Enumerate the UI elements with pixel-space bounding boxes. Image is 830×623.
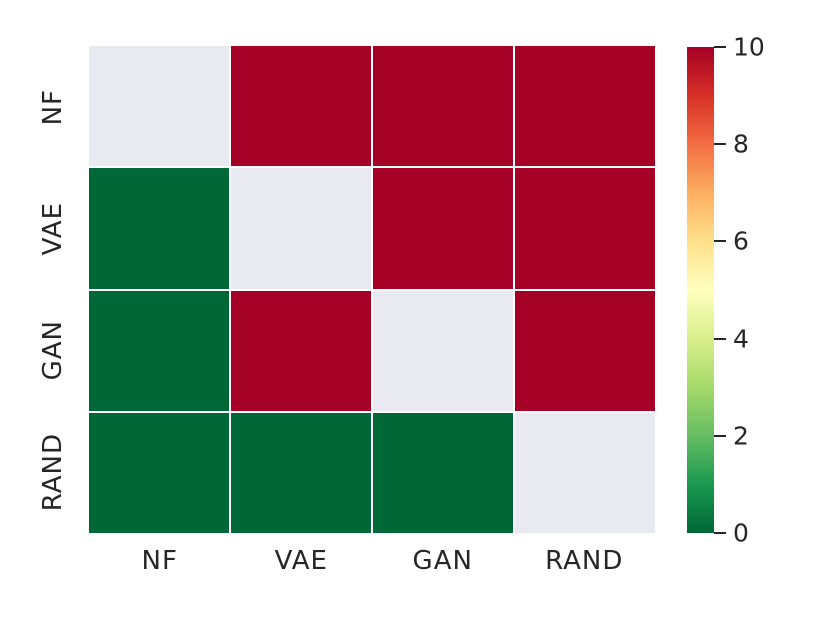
colorbar-tick-label-10: 10	[733, 32, 765, 62]
heatmap-cell-NF-GAN	[373, 46, 513, 167]
y-tick-label-NF: NF	[24, 46, 82, 168]
heatmap-cell-RAND-GAN	[373, 412, 513, 533]
colorbar-tick-label-6: 6	[733, 226, 749, 256]
x-tick-label-VAE: VAE	[274, 546, 328, 576]
heatmap-cell-RAND-NF	[89, 412, 229, 533]
y-tick-label-text: GAN	[38, 320, 68, 381]
heatmap-cell-NF-NF	[89, 46, 229, 167]
heatmap-cell-GAN-NF	[89, 290, 229, 411]
y-tick-label-text: NF	[38, 88, 68, 126]
colorbar-tick-label-2: 2	[733, 421, 749, 451]
colorbar-tick-mark	[714, 434, 726, 437]
heatmap-cell-VAE-NF	[89, 168, 229, 289]
y-tick-label-GAN: GAN	[24, 290, 82, 412]
colorbar-tick-mark	[714, 240, 726, 243]
colorbar: 0 2 4 6 8 10	[687, 35, 765, 546]
y-tick-label-text: VAE	[38, 201, 68, 256]
heatmap-cell-GAN-VAE	[231, 290, 371, 411]
colorbar-tick-mark	[714, 337, 726, 340]
colorbar-tick-mark	[714, 143, 726, 146]
heatmap-cell-NF-VAE	[231, 46, 371, 167]
x-tick-label-NF: NF	[141, 546, 178, 576]
heatmap-cell-RAND-RAND	[515, 412, 655, 533]
y-axis-tick-labels: NF VAE GAN RAND	[24, 46, 82, 533]
heatmap-cell-VAE-VAE	[231, 168, 371, 289]
x-tick-label-RAND: RAND	[545, 546, 624, 576]
heatmap-cell-RAND-VAE	[231, 412, 371, 533]
heatmap-cell-GAN-RAND	[515, 290, 655, 411]
colorbar-tick-label-8: 8	[733, 129, 749, 159]
colorbar-tick-mark	[714, 46, 726, 48]
colorbar-tick-label-0: 0	[733, 518, 749, 548]
heatmap-cell-NF-RAND	[515, 46, 655, 167]
colorbar-gradient	[687, 47, 714, 533]
heatmap-cell-GAN-GAN	[373, 290, 513, 411]
colorbar-tick-label-4: 4	[733, 324, 749, 354]
x-tick-label-GAN: GAN	[412, 546, 473, 576]
y-tick-label-RAND: RAND	[24, 411, 82, 533]
heatmap-cell-VAE-RAND	[515, 168, 655, 289]
y-tick-label-VAE: VAE	[24, 168, 82, 290]
heatmap-grid	[89, 46, 655, 533]
y-tick-label-text: RAND	[38, 432, 68, 512]
colorbar-tick-mark	[714, 532, 726, 534]
heatmap-cell-VAE-GAN	[373, 168, 513, 289]
x-axis-tick-labels: NF VAE GAN RAND	[89, 541, 655, 581]
